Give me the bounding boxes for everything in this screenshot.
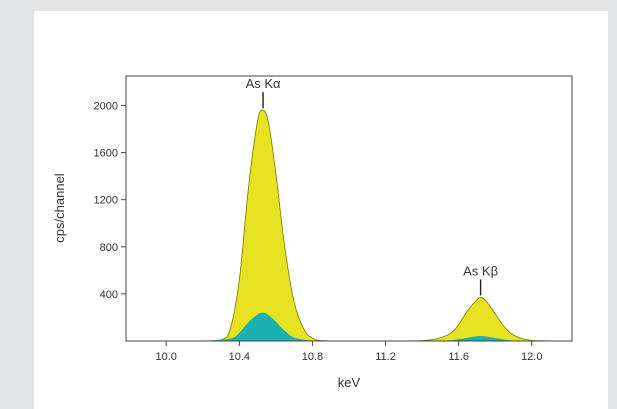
y-tick-label: 2000: [94, 100, 118, 112]
x-axis: 10.0 10.4 10.8 11.2 11.6 12.0: [156, 341, 542, 363]
total-spectrum-area: [202, 109, 569, 342]
x-tick-label: 10.8: [302, 351, 323, 363]
x-tick-label: 10.4: [229, 351, 250, 363]
y-axis: 400 800 1200 1600 2000: [94, 100, 126, 301]
y-tick-label: 400: [100, 289, 118, 301]
y-axis-label: cps/channel: [52, 173, 67, 242]
spectrum-areas: [126, 109, 572, 342]
chart-panel: 400 800 1200 1600 2000 10.0 10.4 10.8 11.2 11.6 1…: [34, 11, 608, 409]
x-axis-label: keV: [338, 375, 361, 390]
y-tick-label: 800: [100, 242, 118, 254]
kbeta-label: As Kβ: [463, 263, 498, 278]
x-tick-label: 11.2: [375, 351, 396, 363]
plot-frame: [125, 75, 573, 342]
x-tick-label: 12.0: [521, 351, 542, 363]
y-tick-label: 1200: [94, 195, 118, 207]
y-tick-label: 1600: [94, 148, 118, 160]
x-tick-label: 11.6: [448, 351, 469, 363]
background-spectrum-area: [202, 312, 532, 341]
x-tick-label: 10.0: [156, 351, 177, 363]
kalpha-label: As Kα: [246, 76, 281, 91]
peak-annotations: As Kα As Kβ: [246, 76, 498, 296]
